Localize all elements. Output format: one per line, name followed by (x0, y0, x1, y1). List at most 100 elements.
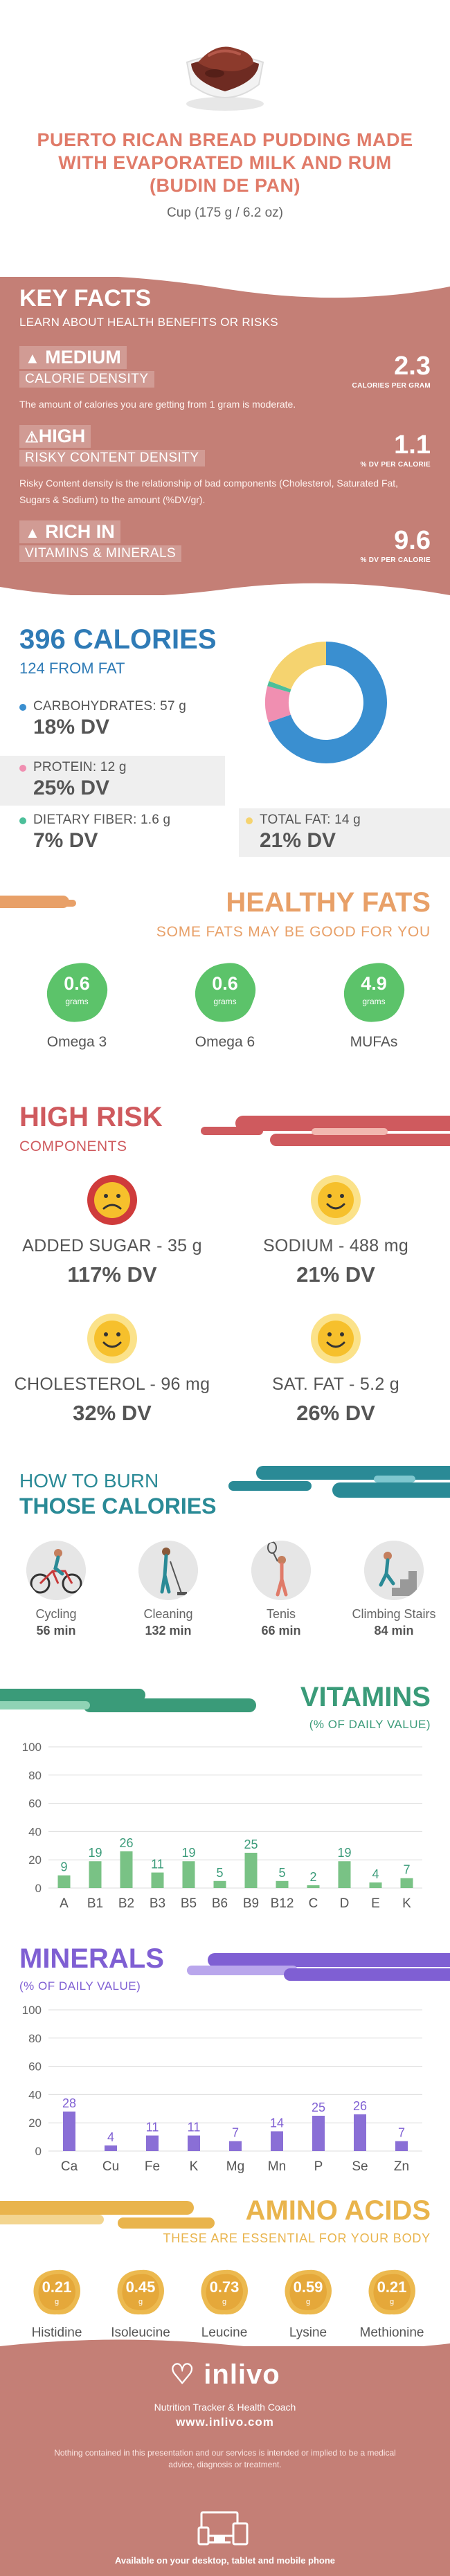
high-risk-subtitle: COMPONENTS (19, 1139, 127, 1154)
cleaning-name: Cleaning (143, 1607, 193, 1621)
mufas-unit: grams (362, 997, 386, 1006)
happy-face-icon (87, 1314, 137, 1363)
footer-url-link[interactable]: www.inlivo.com (176, 2415, 274, 2429)
vitamins-bar-A (57, 1875, 71, 1888)
vitamins-category-label-B3: B3 (150, 1896, 165, 1911)
sat-fat-label: SAT. FAT - 5.2 g (271, 1375, 400, 1394)
amino-acids-subtitle: THESE ARE ESSENTIAL FOR YOUR BODY (163, 2231, 431, 2245)
brand-name: inlivo (204, 2359, 280, 2390)
vitamins-y-tick-label: 60 (28, 1797, 42, 1811)
vitamins-category-label-B12: B12 (271, 1896, 294, 1911)
burn-decor-bars (228, 1466, 450, 1498)
vitamins-bar-B3 (151, 1872, 164, 1888)
cycling-name: Cycling (35, 1607, 77, 1621)
vitamins-category-label-B2: B2 (118, 1896, 134, 1911)
vitamins-value-label-C: 2 (309, 1870, 316, 1884)
cholesterol-label: CHOLESTEROL - 96 mg (14, 1375, 210, 1394)
vitamins-bar-K (400, 1878, 413, 1888)
vitamins-density-level-text: RICH IN (45, 521, 115, 542)
devices-icon (197, 2511, 249, 2546)
key-facts-title: KEY FACTS (19, 285, 152, 311)
risk-decor-bars (201, 1116, 450, 1146)
vitamins-bar-B5 (182, 1861, 195, 1888)
calorie-density-name: CALORIE DENSITY (19, 371, 154, 388)
methionine-blob-icon (368, 2269, 415, 2315)
minerals-category-label-Mg: Mg (226, 2159, 244, 2174)
burn-title-line2: THOSE CALORIES (19, 1494, 217, 1518)
minerals-category-label-Se: Se (352, 2159, 368, 2174)
happy-face-icon (311, 1314, 361, 1363)
vitamins-value-label-D: 19 (337, 1846, 351, 1860)
minerals-value-label-K: 11 (188, 2121, 201, 2134)
minerals-section: MINERALS (% OF DAILY VALUE) 0 20 40 60 80 100… (0, 1938, 450, 2195)
minerals-bar-Cu (105, 2145, 117, 2151)
risky-content-description: Risky Content density is the relationshi… (19, 478, 399, 505)
mufas-name: MUFAs (350, 1034, 398, 1050)
risky-content-name: RISKY CONTENT DENSITY (19, 450, 205, 466)
vitamins-value-label-B1: 19 (88, 1846, 102, 1860)
mufas-blob-icon (343, 963, 405, 1022)
amino-acids-title: AMINO ACIDS (245, 2195, 431, 2226)
calorie-density-description: The amount of calories you are getting f… (19, 399, 296, 410)
carbohydrates-dv: 18% DV (33, 716, 110, 738)
leucine-value: 0.73 (209, 2278, 240, 2296)
bread-pudding-image (186, 46, 264, 111)
methionine-unit: g (389, 2298, 395, 2306)
donut-fat (269, 642, 326, 689)
protein-band (0, 756, 225, 806)
sodium-dv: 21% DV (296, 1262, 375, 1287)
thumbs-up-icon: ▲ (25, 350, 40, 367)
footer: ♡ inlivo Nutrition Tracker & Health Coac… (0, 2339, 450, 2576)
carbohydrates-dot-icon (19, 704, 26, 711)
minerals-value-label-Cu: 4 (107, 2130, 114, 2144)
minerals-bar-Zn (395, 2141, 408, 2151)
minerals-y-tick-label: 60 (28, 2060, 42, 2074)
minerals-category-label-Cu: Cu (102, 2159, 119, 2174)
healthy-fats-title: HEALTHY FATS (226, 887, 431, 918)
stairs-icon (364, 1541, 424, 1600)
calories-total: 396 CALORIES (19, 624, 217, 655)
vitamins-section: VITAMINS (% OF DAILY VALUE) 0 20 40 60 80 100… (0, 1682, 450, 1938)
key-facts-subtitle: LEARN ABOUT HEALTH BENEFITS OR RISKS (19, 316, 278, 329)
lysine-value: 0.59 (293, 2278, 323, 2296)
vitamins-category-label-B6: B6 (212, 1896, 228, 1911)
minerals-category-label-K: K (190, 2159, 199, 2174)
minerals-bar-Fe (146, 2135, 159, 2151)
vitamins-category-label-E: E (371, 1896, 380, 1911)
calorie-density-value: 2.3 (394, 352, 431, 381)
vitamins-density-level: ▲ RICH IN (19, 520, 120, 543)
vitamins-value-label-B9: 25 (244, 1838, 258, 1851)
carbohydrates-label: CARBOHYDRATES: 57 g (33, 699, 186, 714)
vitamins-bar-B1 (89, 1861, 102, 1888)
risky-content-level: ⚠HIGH (19, 425, 91, 448)
vitamins-value-label-B5: 19 (181, 1846, 195, 1860)
lysine-unit: g (305, 2298, 311, 2306)
burn-title-line1: HOW TO BURN (19, 1470, 159, 1491)
leucine-blob-icon (201, 2269, 248, 2315)
warning-icon: ⚠ (25, 428, 39, 446)
vitamins-category-label-B9: B9 (243, 1896, 259, 1911)
vitamins-category-label-B1: B1 (87, 1896, 103, 1911)
inlivo-logo[interactable]: ♡ inlivo (0, 2359, 450, 2391)
serving-size: Cup (175 g / 6.2 oz) (167, 206, 283, 220)
vitamins-density-name: VITAMINS & MINERALS (19, 545, 182, 562)
minerals-y-tick-label: 0 (35, 2145, 42, 2158)
minerals-bar-P (312, 2116, 325, 2151)
tennis-minutes: 66 min (261, 1624, 301, 1638)
added-sugar-dv: 117% DV (67, 1262, 157, 1287)
minerals-value-label-Mn: 14 (270, 2116, 284, 2130)
protein-label: PROTEIN: 12 g (33, 760, 127, 774)
vitamins-bar-C (307, 1885, 320, 1888)
omega6-value: 0.6 (212, 973, 238, 994)
minerals-value-label-Zn: 7 (398, 2126, 405, 2140)
sad-face-icon (87, 1175, 137, 1225)
stairs-minutes: 84 min (374, 1624, 414, 1638)
omega6-unit: grams (213, 997, 237, 1006)
vitamins-density-unit: % DV PER CALORIE (360, 556, 431, 564)
burn-calories-section: HOW TO BURN THOSE CALORIES Cycling 56 mi… (0, 1460, 450, 1682)
vitamins-value-label-K: 7 (403, 1863, 410, 1877)
omega3-value: 0.6 (64, 973, 90, 994)
isoleucine-value: 0.45 (125, 2278, 156, 2296)
key-facts-background (0, 277, 450, 595)
risky-content-level-text: HIGH (38, 426, 86, 446)
